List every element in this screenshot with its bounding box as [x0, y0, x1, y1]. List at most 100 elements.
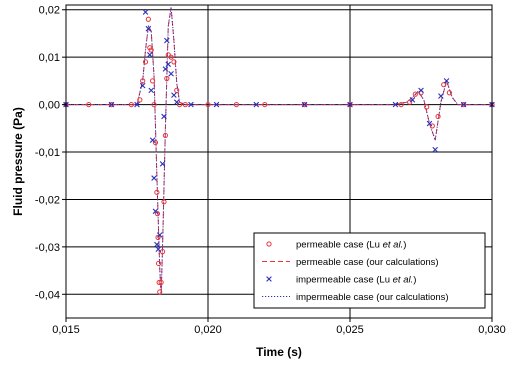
- data-point-impermeable-lu: [142, 9, 149, 15]
- y-tick-label: 0,02: [39, 5, 60, 17]
- data-point-impermeable-lu-stroke: [438, 93, 444, 99]
- data-point-permeable-lu: [429, 123, 435, 129]
- data-point-permeable-lu: [152, 139, 159, 146]
- data-point-permeable-lu: [424, 104, 430, 110]
- data-point-permeable-lu: [161, 199, 167, 205]
- data-point-permeable-lu: [155, 260, 162, 267]
- data-point-permeable-lu: [168, 54, 174, 60]
- data-point-impermeable-lu: [108, 101, 115, 108]
- legend-label-part: impermeable case (Lu: [296, 275, 393, 286]
- data-point-impermeable-lu: [347, 101, 353, 108]
- legend-label: impermeable case (our calculations): [296, 292, 449, 303]
- legend-label: permeable case (Lu et al.): [296, 240, 406, 251]
- data-point-permeable-lu: [154, 211, 161, 217]
- series-line-impermeable-calc: [66, 7, 492, 295]
- legend: permeable case (Lu et al.)permeable case…: [253, 232, 486, 309]
- data-point-impermeable-lu-stroke: [134, 101, 140, 108]
- x-tick-label: 0,020: [194, 324, 222, 336]
- data-point-permeable-lu: [156, 279, 162, 286]
- data-point-impermeable-lu: [146, 52, 153, 58]
- data-point-permeable-lu: [128, 101, 134, 108]
- legend-label-part: ): [413, 275, 416, 286]
- data-point-impermeable-lu: [139, 82, 146, 89]
- data-point-permeable-lu: [171, 59, 177, 65]
- data-point-impermeable-lu: [188, 101, 194, 108]
- x-axis-title: Time (s): [256, 345, 302, 359]
- x-tick-label: 0,015: [52, 324, 80, 336]
- legend-marker-circle: [266, 241, 272, 247]
- data-point-impermeable-lu: [152, 208, 159, 215]
- data-point-impermeable-lu: [148, 87, 154, 94]
- data-point-permeable-lu: [86, 101, 92, 108]
- data-point-impermeable-lu-stroke: [460, 101, 467, 108]
- series-layer: [63, 7, 495, 295]
- data-point-permeable-lu: [155, 234, 161, 240]
- data-point-impermeable-lu-stroke: [142, 9, 149, 15]
- data-point-impermeable-lu-stroke: [151, 175, 157, 181]
- data-point-permeable-lu: [233, 101, 239, 108]
- data-point-impermeable-lu-stroke: [171, 92, 177, 98]
- data-point-impermeable-lu: [149, 137, 156, 143]
- data-point-impermeable-lu: [155, 246, 162, 253]
- data-point-impermeable-lu: [164, 37, 170, 44]
- data-point-permeable-lu: [262, 101, 268, 108]
- data-point-impermeable-lu: [253, 101, 260, 108]
- data-point-impermeable-lu-stroke: [161, 113, 167, 120]
- data-point-impermeable-lu: [392, 101, 399, 108]
- data-point-impermeable-lu: [159, 161, 166, 167]
- data-point-permeable-lu: [158, 279, 164, 286]
- data-point-impermeable-lu: [161, 113, 167, 120]
- data-point-impermeable-lu-stroke: [154, 241, 160, 248]
- data-point-impermeable-lu: [409, 97, 416, 103]
- legend-label-part: et al.: [393, 275, 414, 286]
- data-point-permeable-lu: [182, 101, 188, 108]
- data-point-permeable-lu: [412, 91, 418, 97]
- data-point-impermeable-lu-stroke: [301, 101, 308, 108]
- y-axis-title: Fluid pressure (Pa): [11, 107, 25, 216]
- legend-label-part: et al.: [383, 240, 404, 251]
- data-point-permeable-lu: [154, 189, 160, 195]
- data-point-impermeable-lu-stroke: [152, 208, 159, 215]
- data-point-impermeable-lu-stroke: [148, 87, 154, 94]
- y-tick-label: 0,00: [39, 100, 60, 112]
- legend-label-part: permeable case (our calculations): [296, 257, 439, 268]
- data-point-permeable-lu: [301, 101, 308, 108]
- data-point-permeable-lu: [441, 82, 447, 88]
- data-point-impermeable-lu-stroke: [155, 246, 162, 253]
- legend-label-part: ): [403, 240, 406, 251]
- data-point-impermeable-lu-stroke: [156, 232, 163, 238]
- data-point-permeable-lu: [148, 47, 154, 53]
- legend-box: [253, 232, 486, 309]
- data-point-permeable-lu: [347, 101, 353, 108]
- x-tick-label: 0,025: [336, 324, 364, 336]
- data-point-impermeable-lu-stroke: [146, 52, 153, 58]
- data-point-permeable-lu: [174, 87, 180, 93]
- y-tick-label: -0,01: [35, 147, 60, 159]
- data-point-impermeable-lu-stroke: [426, 120, 433, 127]
- data-point-impermeable-lu: [438, 93, 444, 99]
- data-point-impermeable-lu: [432, 146, 438, 153]
- tick-labels: 0,015 0,020 0,025 0,030 0,02 0,01 0,00 -0,01 -0,…: [35, 5, 506, 336]
- data-point-impermeable-lu: [173, 99, 180, 106]
- data-point-impermeable-lu: [213, 101, 220, 108]
- data-point-permeable-lu: [398, 101, 404, 108]
- data-point-impermeable-lu-stroke: [392, 101, 399, 108]
- data-point-permeable-lu: [461, 101, 467, 108]
- legend-label-part: permeable case (Lu: [296, 240, 383, 251]
- y-tick-label: -0,04: [35, 289, 60, 301]
- data-point-impermeable-lu-stroke: [213, 101, 220, 108]
- data-point-impermeable-lu-stroke: [139, 82, 146, 89]
- data-point-impermeable-lu: [418, 87, 424, 94]
- data-point-permeable-lu: [151, 101, 157, 108]
- data-point-impermeable-lu: [154, 241, 160, 248]
- data-point-permeable-lu: [177, 101, 183, 108]
- legend-label-part: impermeable case (our calculations): [296, 292, 449, 303]
- legend-label: permeable case (our calculations): [296, 257, 439, 268]
- data-point-impermeable-lu: [151, 175, 157, 181]
- data-point-permeable-lu: [157, 289, 163, 295]
- data-point-permeable-lu: [435, 113, 441, 120]
- data-point-permeable-lu: [145, 16, 151, 22]
- data-point-permeable-lu: [142, 59, 149, 65]
